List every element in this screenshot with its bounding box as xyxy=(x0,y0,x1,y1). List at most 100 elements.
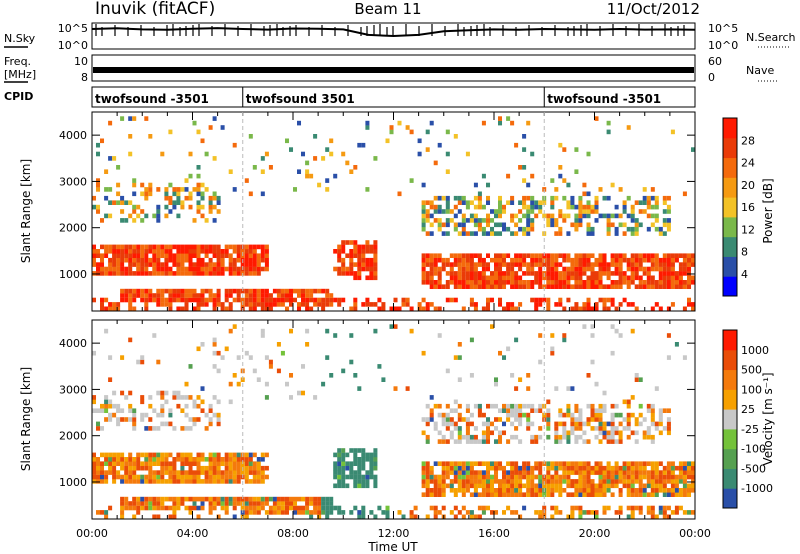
heatmap-cell xyxy=(445,195,450,201)
heatmap-cell xyxy=(349,266,354,272)
heatmap-cell xyxy=(490,284,495,289)
heatmap-cell xyxy=(268,293,273,298)
heatmap-cell xyxy=(550,271,555,276)
heatmap-cell xyxy=(586,280,591,285)
heatmap-cell xyxy=(192,253,197,258)
heatmap-cell xyxy=(272,288,277,294)
heatmap-cell xyxy=(510,262,515,267)
heatmap-cell xyxy=(224,288,229,294)
heatmap-cell xyxy=(96,209,101,214)
heatmap-cell xyxy=(152,496,157,502)
heatmap-cell xyxy=(610,284,615,289)
heatmap-cell xyxy=(305,288,310,294)
heatmap-cell xyxy=(116,257,121,263)
heatmap-cell xyxy=(168,200,173,205)
heatmap-cell xyxy=(469,373,474,378)
heatmap-cell xyxy=(502,408,507,413)
heatmap-cell xyxy=(606,231,611,236)
heatmap-cell xyxy=(429,395,434,400)
heatmap-cell xyxy=(646,280,651,285)
heatmap-cell xyxy=(317,496,322,502)
heatmap-cell xyxy=(176,271,181,276)
heatmap-cell xyxy=(164,204,169,210)
heatmap-cell xyxy=(120,496,125,502)
heatmap-cell xyxy=(200,501,205,506)
heatmap-cell xyxy=(554,474,559,480)
heatmap-cell xyxy=(160,403,165,409)
heatmap-cell xyxy=(522,271,527,276)
heatmap-cell xyxy=(646,479,651,484)
heatmap-cell xyxy=(212,501,217,506)
heatmap-cell xyxy=(445,231,450,236)
heatmap-cell xyxy=(232,244,237,250)
heatmap-cell xyxy=(506,266,511,272)
heatmap-cell xyxy=(662,488,667,493)
heatmap-cell xyxy=(590,359,595,365)
heatmap-cell xyxy=(244,288,249,294)
heatmap-cell xyxy=(104,461,109,466)
nsky-tick-bottom: 10^0 xyxy=(58,39,88,52)
heatmap-cell xyxy=(674,483,679,489)
heatmap-cell xyxy=(566,253,571,258)
heatmap-cell xyxy=(232,142,237,148)
heatmap-cell xyxy=(582,257,587,263)
heatmap-cell xyxy=(180,187,185,192)
heatmap-cell xyxy=(176,257,181,263)
heatmap-cell xyxy=(506,474,511,480)
heatmap-cell xyxy=(691,280,696,285)
heatmap-cell xyxy=(678,505,683,511)
heatmap-cell xyxy=(606,271,611,276)
heatmap-cell xyxy=(445,426,450,431)
heatmap-cell xyxy=(152,271,157,276)
heatmap-cell xyxy=(188,364,193,369)
heatmap-cell xyxy=(305,297,310,303)
heatmap-cell xyxy=(445,470,450,475)
heatmap-cell xyxy=(457,430,462,436)
heatmap-cell xyxy=(570,284,575,289)
heatmap-cell xyxy=(654,284,659,289)
heatmap-cell xyxy=(148,271,153,276)
heatmap-cell xyxy=(96,187,101,192)
heatmap-cell xyxy=(558,474,563,480)
heatmap-cell xyxy=(325,293,330,298)
heatmap-cell xyxy=(421,350,426,356)
heatmap-cell xyxy=(264,496,269,502)
heatmap-cell xyxy=(534,306,539,312)
heatmap-cell xyxy=(353,457,358,462)
heatmap-cell xyxy=(610,492,615,497)
heatmap-cell xyxy=(357,257,362,263)
heatmap-cell xyxy=(421,417,426,422)
heatmap-cell xyxy=(112,457,117,462)
heatmap-cell xyxy=(136,249,141,254)
heatmap-cell xyxy=(494,417,499,422)
heatmap-cell xyxy=(252,288,257,294)
heatmap-cell xyxy=(494,465,499,471)
heatmap-cell xyxy=(104,253,109,258)
heatmap-cell xyxy=(425,483,430,489)
heatmap-cell xyxy=(510,200,515,205)
heatmap-cell xyxy=(100,306,105,312)
heatmap-cell xyxy=(481,461,486,466)
heatmap-cell xyxy=(160,452,165,458)
heatmap-cell xyxy=(642,284,647,289)
heatmap-cell xyxy=(538,262,543,267)
heatmap-cell xyxy=(297,293,302,298)
heatmap-cell xyxy=(100,266,105,272)
heatmap-cell xyxy=(204,426,209,431)
heatmap-cell xyxy=(196,395,201,400)
heatmap-cell xyxy=(421,465,426,471)
heatmap-cell xyxy=(156,253,161,258)
heatmap-cell xyxy=(357,253,362,258)
heatmap-cell xyxy=(582,324,587,329)
heatmap-cell xyxy=(260,470,265,475)
heatmap-cell xyxy=(510,474,515,480)
heatmap-cell xyxy=(534,465,539,471)
heatmap-cell xyxy=(481,505,486,511)
heatmap-cell xyxy=(120,244,125,250)
heatmap-cell xyxy=(477,204,482,210)
heatmap-cell xyxy=(128,288,133,294)
heatmap-cell xyxy=(682,465,687,471)
heatmap-cell xyxy=(369,452,374,458)
heatmap-cell xyxy=(453,284,458,289)
heatmap-cell xyxy=(594,257,599,263)
